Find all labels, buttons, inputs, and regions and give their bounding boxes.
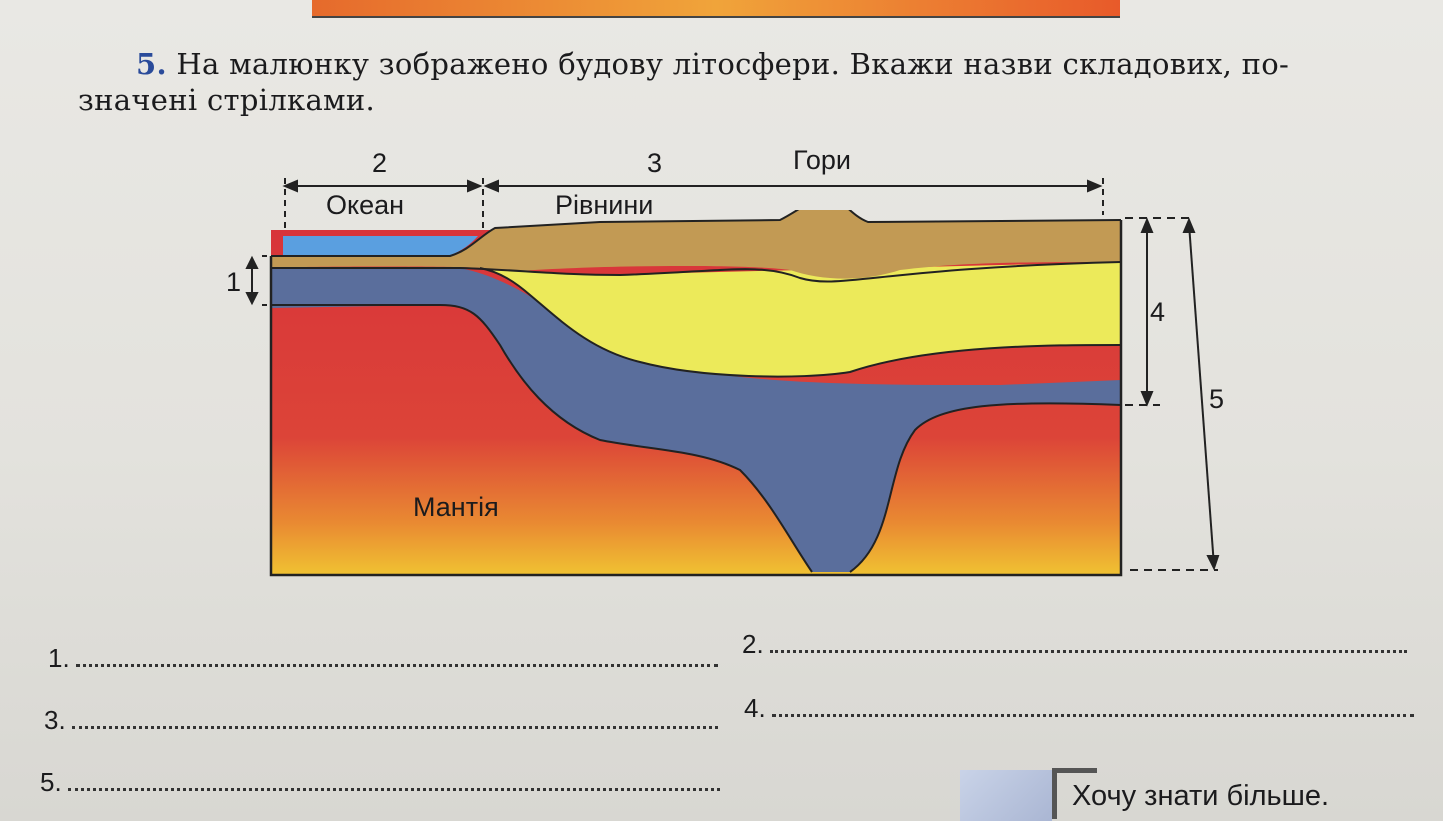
answer-line-3[interactable]: 3.	[44, 702, 718, 736]
answer-dots	[67, 788, 720, 791]
answer-line-2[interactable]: 2.	[742, 626, 1407, 660]
label-ocean: Океан	[326, 190, 405, 220]
basalt-layer	[271, 268, 1121, 572]
top-illustration-strip	[312, 0, 1120, 18]
dimension-arrows	[245, 178, 1220, 571]
answer-label-3: 3.	[44, 705, 66, 735]
sediment-layer	[271, 210, 1121, 279]
answer-dots	[769, 650, 1407, 653]
answer-label-1: 1.	[48, 643, 70, 673]
know-more-bracket	[1052, 768, 1097, 819]
answer-dots	[71, 726, 718, 729]
label-mantle: Мантія	[413, 492, 499, 522]
task-text: 5. На малюнку зображено будову літосфери…	[78, 46, 1368, 118]
answer-label-4: 4.	[744, 693, 766, 723]
know-more-tile	[960, 770, 1052, 821]
task-line-1: На малюнку зображено будову літосфери. В…	[176, 47, 1290, 81]
answer-line-5[interactable]: 5.	[40, 764, 720, 798]
answer-label-5: 5.	[40, 767, 62, 797]
ocean-water	[283, 236, 478, 256]
answer-dots	[771, 714, 1414, 717]
task-line-2: значені стрілками.	[78, 83, 376, 117]
know-more-box: Хочу знати більше.	[960, 766, 1443, 821]
answer-dots	[75, 664, 718, 667]
granite-layer	[480, 262, 1121, 377]
answer-line-4[interactable]: 4.	[744, 690, 1414, 724]
task-number: 5.	[136, 47, 167, 81]
label-3: 3	[647, 148, 663, 178]
know-more-label: Хочу знати більше.	[1072, 780, 1330, 812]
label-2: 2	[372, 148, 388, 178]
answer-line-1[interactable]: 1.	[48, 640, 718, 674]
label-5: 5	[1209, 384, 1225, 414]
label-4: 4	[1150, 297, 1166, 327]
answer-label-2: 2.	[742, 629, 764, 659]
label-plains: Рівнини	[555, 190, 654, 220]
label-mountains: Гори	[793, 145, 851, 175]
label-1: 1	[226, 267, 242, 297]
